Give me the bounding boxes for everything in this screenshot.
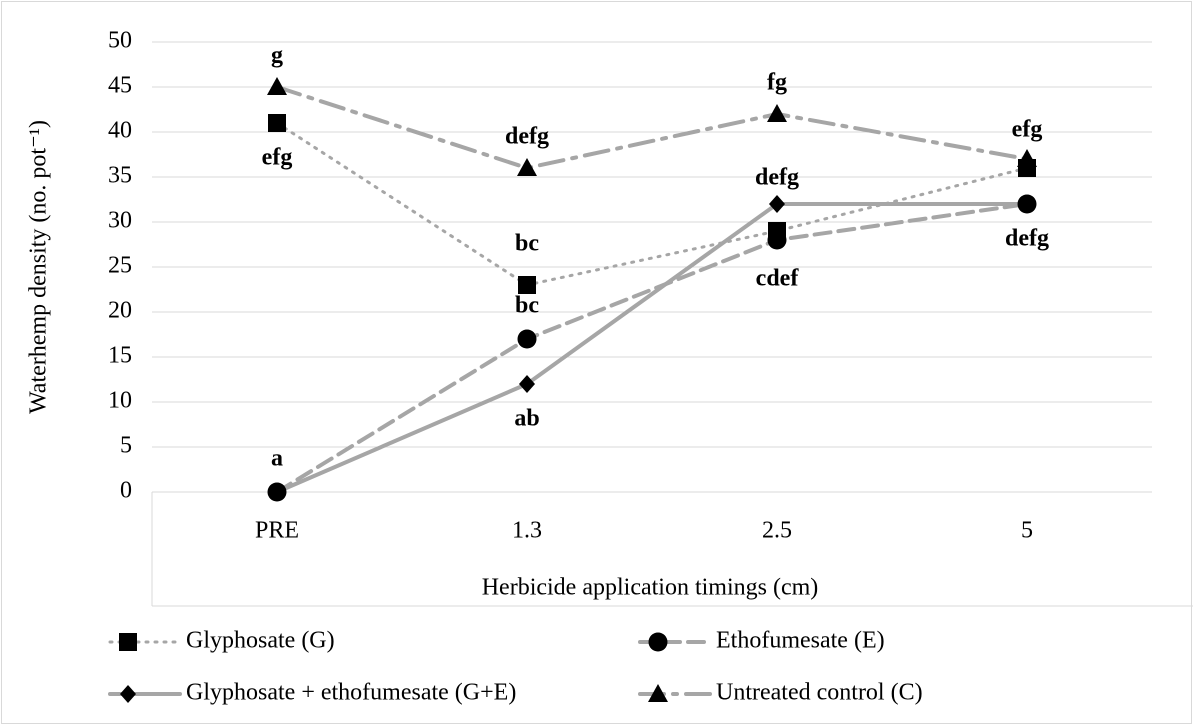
series-line [275,202,1029,494]
legend-label: Glyphosate + ethofumesate (G+E) [186,680,516,706]
data-point [517,329,537,349]
legend-label: Ethofumesate (E) [716,628,885,654]
y-axis-label: Waterhemp density (no. pot⁻¹) [26,120,52,414]
y-tick-label: 10 [108,388,132,414]
point-label: bc [515,231,539,257]
legend-marker [648,684,668,702]
x-tick-label: 1.3 [512,518,542,544]
point-label: ab [514,406,539,432]
legend-marker [119,633,137,651]
data-point [517,158,537,176]
data-point [769,195,785,213]
point-label: bc [515,293,539,319]
y-tick-label: 20 [108,298,132,324]
series-line [275,121,1029,287]
y-tick-label: 5 [120,433,132,459]
data-point [767,104,787,122]
legend-label: Untreated control (C) [716,680,923,706]
series-line [275,85,1029,170]
point-label: defg [505,124,549,150]
point-label: a [271,446,283,472]
data-point [268,114,286,132]
data-point [518,276,536,294]
x-tick-label: 2.5 [762,518,792,544]
data-point [1017,149,1037,167]
data-point [767,230,787,250]
x-tick-label: 5 [1021,518,1033,544]
legend-marker [648,632,668,652]
x-axis-label: Herbicide application timings (cm) [482,575,819,601]
point-label: efg [262,145,293,171]
legend-label: Glyphosate (G) [186,628,335,654]
series-line [275,202,1029,494]
data-point [519,375,535,393]
y-tick-label: 35 [108,163,132,189]
y-tick-label: 45 [108,73,132,99]
data-point [267,77,287,95]
point-label: defg [1005,226,1049,252]
y-tick-label: 40 [108,118,132,144]
y-tick-label: 50 [108,28,132,54]
data-point [1019,195,1035,213]
y-tick-label: 15 [108,343,132,369]
point-label: fg [767,70,787,96]
point-label: cdef [756,266,800,292]
x-tick-label: PRE [255,518,299,544]
point-label: g [271,43,283,69]
point-label: efg [1012,117,1043,143]
legend-marker [120,685,136,703]
grid [152,41,1152,493]
y-tick-label: 0 [120,478,132,504]
point-label: defg [755,165,799,191]
y-tick-label: 25 [108,253,132,279]
data-point [269,483,285,501]
y-tick-label: 30 [108,208,132,234]
